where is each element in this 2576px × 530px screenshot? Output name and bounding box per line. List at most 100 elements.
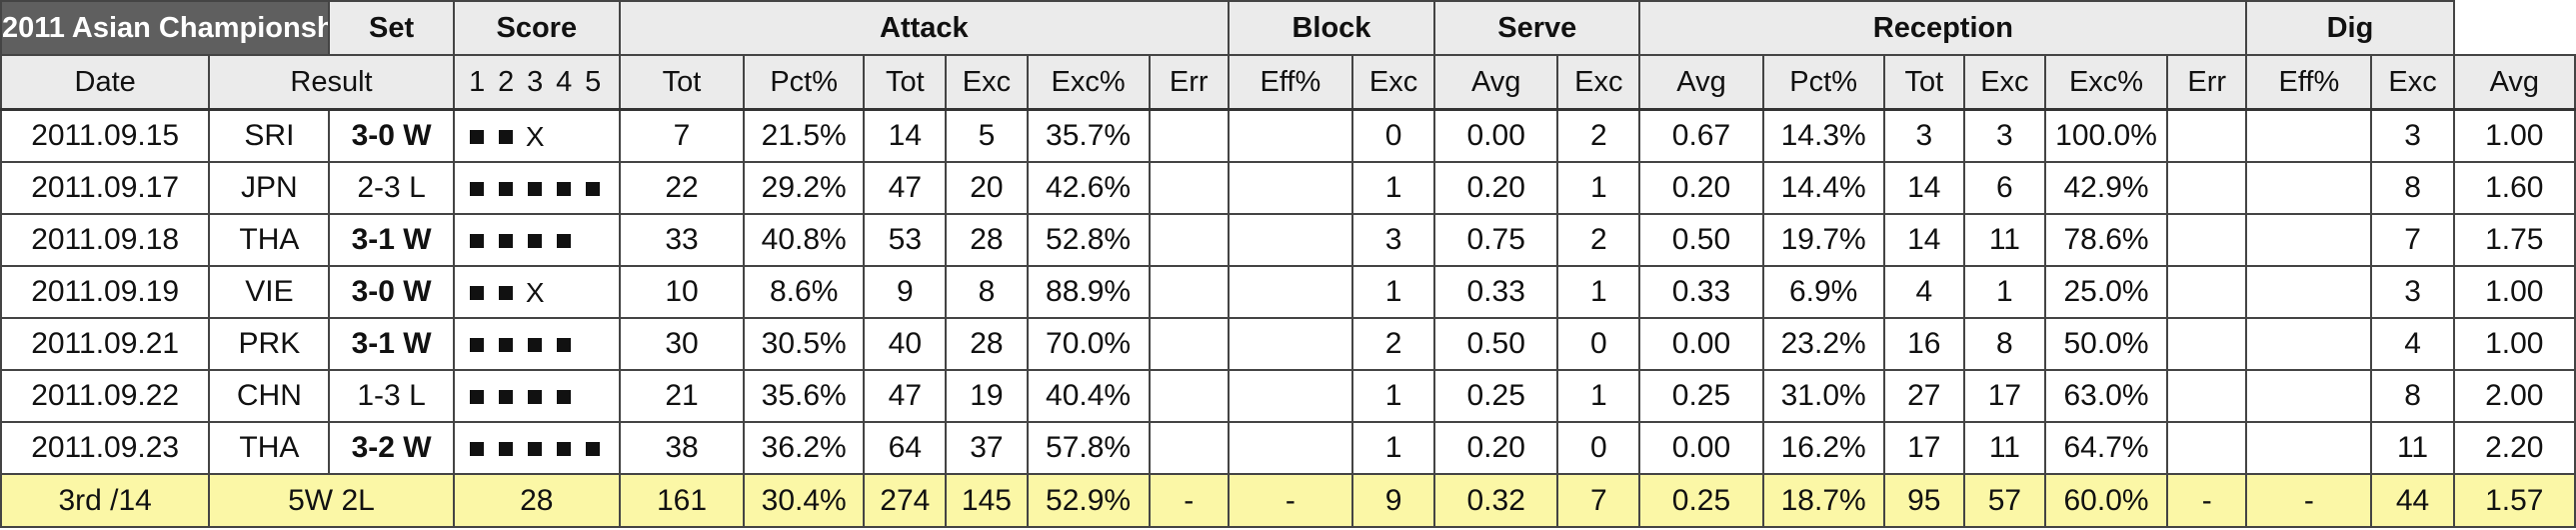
attack-err: [1148, 265, 1230, 319]
match-result: 3-1 W: [328, 317, 455, 371]
match-result: 3-0 W: [328, 265, 455, 319]
group-block: Block: [1227, 0, 1436, 56]
totals-reception-excp: 60.0%: [2043, 473, 2169, 528]
col-attack-tot: Tot: [863, 54, 948, 111]
attack-tot: 14: [863, 108, 948, 163]
totals-attack-excp: 52.9%: [1026, 473, 1151, 528]
set-played-marker: [521, 223, 550, 257]
dig-exc: 3: [2370, 265, 2455, 319]
set-played-marker: [492, 431, 521, 465]
score-total: 10: [618, 265, 746, 319]
reception-err: [2166, 265, 2248, 319]
serve-exc: 1: [1556, 161, 1641, 215]
col-reception-eff: Eff%: [2245, 54, 2373, 111]
opponent: JPN: [208, 161, 331, 215]
attack-err: [1148, 369, 1230, 423]
reception-tot: 14: [1882, 161, 1965, 215]
set-played-marker: [550, 171, 579, 205]
reception-excp: 25.0%: [2043, 265, 2169, 319]
set-played-marker: [492, 223, 521, 257]
attack-err: [1148, 108, 1230, 163]
reception-pct: 6.9%: [1761, 265, 1885, 319]
group-score: Score: [452, 0, 621, 56]
reception-err: [2166, 369, 2248, 423]
set-played-marker: [492, 275, 521, 309]
match-date: 2011.09.17: [0, 161, 211, 215]
totals-record: 5W 2L: [208, 473, 455, 528]
totals-serve-exc: 7: [1556, 473, 1641, 528]
serve-exc: 2: [1556, 108, 1641, 163]
attack-pct: 35.6%: [743, 369, 866, 423]
set-played-marker: [521, 431, 550, 465]
totals-reception-eff: -: [2245, 473, 2373, 528]
col-reception-err: Err: [2166, 54, 2248, 111]
block-avg: 0.50: [1433, 317, 1559, 371]
set-played-marker: [463, 327, 492, 361]
table-row: 2011.09.18 THA 3-1 W 33 40.8% 53 28 52.8% 3 0.75 2…: [0, 213, 2576, 267]
dig-avg: 1.75: [2452, 213, 2576, 267]
set-3-label: 3: [527, 65, 544, 98]
match-date: 2011.09.19: [0, 265, 211, 319]
attack-exc: 37: [945, 421, 1029, 475]
totals-attack-eff: -: [1227, 473, 1353, 528]
serve-avg: 0.25: [1638, 369, 1764, 423]
set-markers: X: [452, 108, 621, 163]
col-reception-tot: Tot: [1882, 54, 1965, 111]
attack-exc: 8: [945, 265, 1029, 319]
attack-eff: [1227, 369, 1353, 423]
dig-avg: 1.00: [2452, 265, 2576, 319]
block-exc: 3: [1350, 213, 1436, 267]
dig-exc: 8: [2370, 369, 2455, 423]
attack-err: [1148, 421, 1230, 475]
group-dig: Dig: [2245, 0, 2455, 56]
dig-avg: 1.00: [2452, 108, 2576, 163]
group-reception: Reception: [1638, 0, 2248, 56]
attack-err: [1148, 213, 1230, 267]
group-set: Set: [328, 0, 455, 56]
col-reception-pct: Pct%: [1761, 54, 1885, 111]
reception-pct: 16.2%: [1761, 421, 1885, 475]
attack-err: [1148, 317, 1230, 371]
set-played-marker: [521, 171, 550, 205]
match-date: 2011.09.15: [0, 108, 211, 163]
attack-excp: 35.7%: [1026, 108, 1151, 163]
attack-eff: [1227, 421, 1353, 475]
reception-pct: 19.7%: [1761, 213, 1885, 267]
set-5-label: 5: [585, 65, 602, 98]
col-dig-exc: Exc: [2370, 54, 2455, 111]
block-exc: 1: [1350, 421, 1436, 475]
set-played-marker: [492, 327, 521, 361]
attack-pct: 8.6%: [743, 265, 866, 319]
set-markers: [452, 317, 621, 371]
set-played-marker: [463, 119, 492, 153]
reception-tot: 14: [1882, 213, 1965, 267]
col-attack-pct: Pct%: [743, 54, 866, 111]
set-2-label: 2: [498, 65, 515, 98]
set-played-marker: [492, 171, 521, 205]
attack-eff: [1227, 265, 1353, 319]
reception-exc: 8: [1962, 317, 2046, 371]
attack-eff: [1227, 317, 1353, 371]
col-score-tot: Tot: [618, 54, 746, 111]
opponent: VIE: [208, 265, 331, 319]
group-header-row: 2011 Asian Championship Set Score Attack…: [0, 0, 2575, 56]
match-result: 2-3 L: [328, 161, 455, 215]
col-attack-exc: Exc: [945, 54, 1029, 111]
set-played-marker: [550, 327, 579, 361]
attack-excp: 40.4%: [1026, 369, 1151, 423]
reception-tot: 4: [1882, 265, 1965, 319]
set-played-marker: [550, 431, 579, 465]
set-played-marker: [463, 379, 492, 413]
serve-exc: 2: [1556, 213, 1641, 267]
set-markers: [452, 421, 621, 475]
serve-avg: 0.00: [1638, 317, 1764, 371]
block-exc: 1: [1350, 369, 1436, 423]
reception-pct: 14.4%: [1761, 161, 1885, 215]
match-result: 3-2 W: [328, 421, 455, 475]
reception-err: [2166, 213, 2248, 267]
dig-avg: 1.60: [2452, 161, 2576, 215]
dig-avg: 2.00: [2452, 369, 2576, 423]
set-played-marker: [521, 327, 550, 361]
reception-err: [2166, 421, 2248, 475]
table-row: 2011.09.15 SRI 3-0 W X 7 21.5% 14 5 35.7% 0 0.00 2 0…: [0, 108, 2576, 163]
